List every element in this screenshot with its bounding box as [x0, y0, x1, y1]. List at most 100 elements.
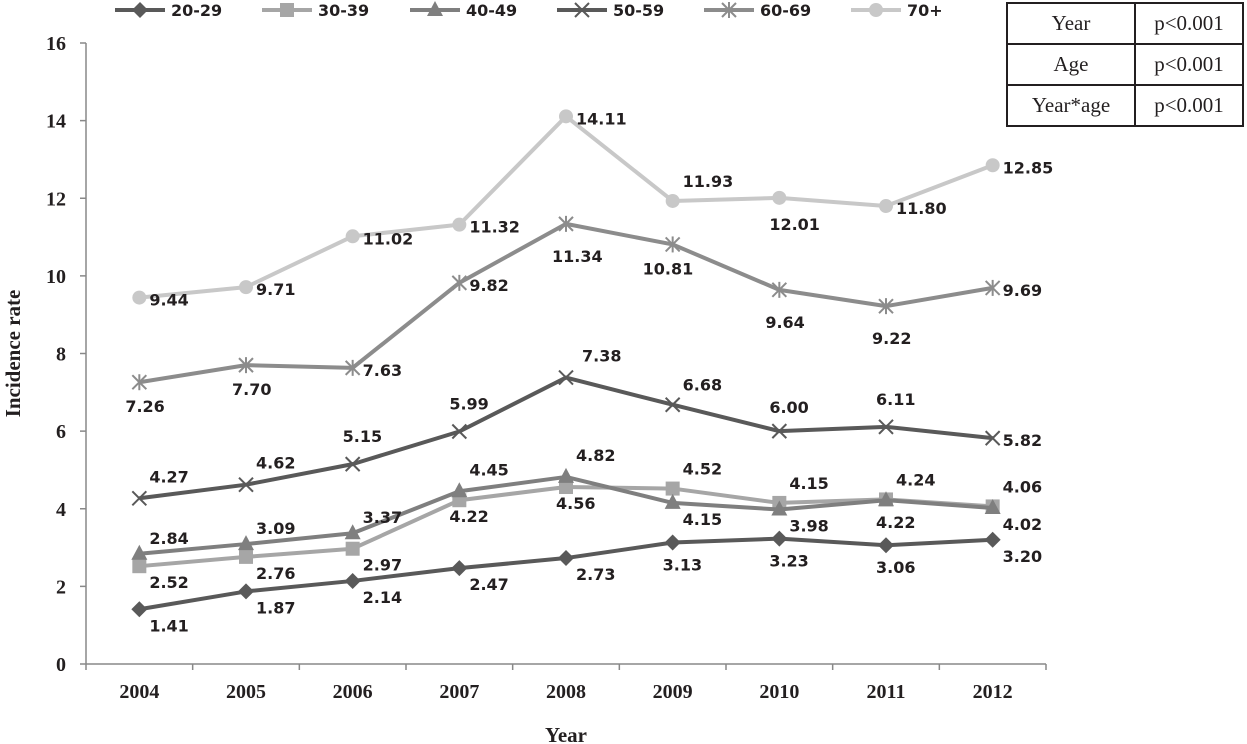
- x-tick-label: 2008: [546, 681, 586, 703]
- data-point: [131, 374, 148, 391]
- data-point: [665, 193, 680, 208]
- table-cell-p-value: p<0.001: [1134, 43, 1244, 86]
- data-label: 3.98: [789, 517, 828, 536]
- legend-marker: [132, 2, 148, 18]
- data-label: 2.84: [149, 529, 188, 548]
- data-label: 3.20: [1003, 547, 1042, 566]
- data-label: 4.27: [149, 467, 188, 486]
- data-label: 2.73: [576, 565, 615, 584]
- data-point: [452, 217, 467, 232]
- legend-label: 30-39: [318, 1, 369, 20]
- data-label: 11.80: [896, 199, 947, 218]
- data-label: 4.22: [876, 513, 915, 532]
- data-point: [771, 423, 788, 439]
- y-tick-label: 0: [56, 654, 66, 676]
- data-label: 3.09: [256, 519, 295, 538]
- data-point: [238, 476, 254, 493]
- data-point: [558, 215, 574, 232]
- data-point: [771, 530, 788, 547]
- data-point: [665, 481, 680, 496]
- x-tick-label: 2007: [439, 681, 479, 703]
- x-axis-title: Year: [545, 723, 587, 744]
- data-label: 3.37: [363, 508, 402, 527]
- table-row: Age p<0.001: [1006, 43, 1244, 86]
- data-point: [131, 601, 148, 618]
- data-point: [345, 229, 360, 244]
- data-point: [771, 281, 788, 298]
- data-point: [451, 423, 468, 440]
- data-label: 12.01: [769, 215, 820, 234]
- data-label: 12.85: [1003, 158, 1054, 177]
- data-point: [239, 280, 253, 295]
- data-label: 6.68: [683, 376, 722, 395]
- legend-label: 70+: [907, 1, 943, 20]
- table-cell-term: Year*age: [1006, 84, 1136, 127]
- legend-label: 60-69: [760, 1, 811, 20]
- data-label: 9.71: [256, 280, 295, 299]
- y-tick-label: 16: [46, 33, 66, 55]
- data-point: [131, 544, 148, 560]
- data-point: [984, 531, 1001, 548]
- data-label: 3.06: [876, 558, 915, 577]
- data-label: 4.82: [576, 446, 615, 465]
- data-label: 4.52: [683, 460, 722, 479]
- y-tick-label: 12: [46, 188, 66, 210]
- data-point: [878, 537, 894, 554]
- data-point: [131, 490, 148, 506]
- data-point: [558, 467, 574, 483]
- data-point: [451, 482, 468, 498]
- data-point: [664, 534, 681, 551]
- data-point: [238, 357, 254, 374]
- data-point: [451, 274, 468, 291]
- legend-marker: [721, 2, 737, 18]
- x-tick-label: 2004: [119, 681, 159, 703]
- legend-marker: [574, 2, 590, 18]
- data-point: [132, 559, 147, 574]
- data-label: 4.15: [683, 510, 722, 529]
- y-tick-label: 10: [46, 266, 66, 288]
- legend-label: 20-29: [171, 1, 222, 20]
- data-label: 9.44: [149, 291, 188, 310]
- x-tick-label: 2009: [653, 681, 693, 703]
- data-point: [132, 290, 147, 305]
- legend-marker: [280, 3, 294, 17]
- legend-marker: [869, 3, 883, 17]
- data-point: [878, 298, 894, 315]
- y-tick-label: 8: [56, 344, 66, 366]
- y-tick-label: 2: [56, 576, 66, 598]
- significance-table: Year p<0.001 Age p<0.001 Year*age p<0.00…: [1006, 2, 1244, 127]
- data-label: 9.69: [1003, 281, 1042, 300]
- data-point: [558, 369, 574, 386]
- data-point: [772, 190, 787, 205]
- data-point: [344, 572, 361, 589]
- legend-label: 40-49: [466, 1, 517, 20]
- data-label: 5.15: [343, 427, 382, 446]
- data-label: 4.24: [896, 470, 935, 489]
- table-row: Year*age p<0.001: [1006, 84, 1244, 127]
- table-cell-p-value: p<0.001: [1134, 2, 1244, 45]
- data-point: [558, 550, 574, 567]
- data-point: [984, 279, 1001, 296]
- data-label: 7.63: [363, 361, 402, 380]
- data-label: 6.11: [876, 390, 915, 409]
- data-label: 1.87: [256, 598, 295, 617]
- data-label: 3.23: [769, 552, 808, 571]
- data-point: [664, 397, 681, 413]
- data-point: [879, 199, 893, 214]
- y-tick-label: 6: [56, 421, 66, 443]
- data-point: [238, 583, 254, 600]
- data-label: 10.81: [643, 259, 694, 278]
- data-label: 4.56: [556, 494, 595, 513]
- data-point: [771, 500, 788, 516]
- data-label: 4.45: [469, 460, 508, 479]
- data-label: 9.22: [872, 329, 911, 348]
- data-point: [344, 359, 361, 376]
- data-point: [238, 535, 254, 551]
- table-cell-term: Year: [1006, 2, 1136, 45]
- data-label: 11.93: [683, 172, 734, 191]
- table-cell-p-value: p<0.001: [1134, 84, 1244, 127]
- data-label: 6.00: [769, 398, 808, 417]
- y-axis-title: Incidence rate: [1, 290, 25, 418]
- data-label: 2.14: [363, 588, 402, 607]
- x-tick-label: 2006: [333, 681, 373, 703]
